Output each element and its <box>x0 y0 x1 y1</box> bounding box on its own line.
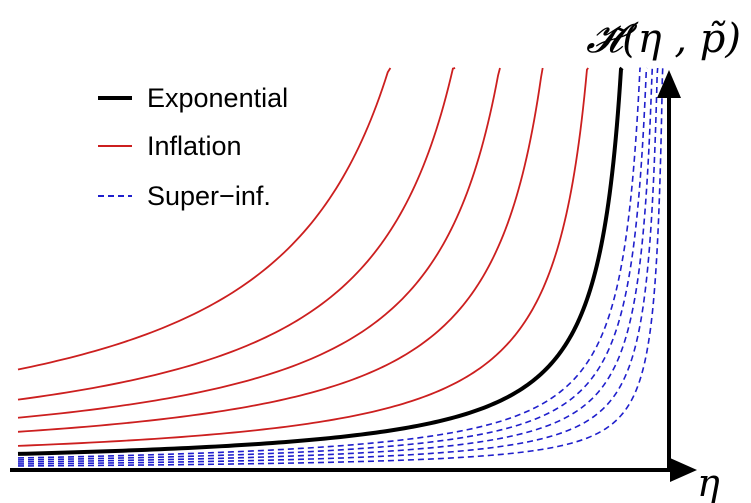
curve-exponential-5 <box>17 66 624 456</box>
curve-super-inf-10 <box>17 67 664 467</box>
y-axis-arrow <box>657 70 681 98</box>
legend: Exponential Inflation Super−inf. <box>98 83 288 211</box>
curve-inflation-1 <box>17 67 456 401</box>
legend-label-super-inf: Super−inf. <box>147 181 271 211</box>
curve-super-inf-9 <box>17 67 659 465</box>
curve-super-inf-6 <box>17 67 642 459</box>
curve-inflation-4 <box>17 67 589 447</box>
x-axis-arrow <box>670 458 697 482</box>
x-axis-label: η <box>697 461 720 503</box>
curve-super-inf-8 <box>17 67 654 463</box>
curve-super-inf-7 <box>17 67 648 461</box>
curve-inflation-3 <box>17 67 544 433</box>
curves-layer <box>17 66 664 467</box>
legend-label-inflation: Inflation <box>147 131 242 161</box>
y-axis-label: 𝓗̃(η , p̃) <box>586 16 741 62</box>
curve-inflation-2 <box>17 67 501 419</box>
curve-inflation-0 <box>17 67 392 371</box>
legend-label-exponential: Exponential <box>147 83 288 113</box>
